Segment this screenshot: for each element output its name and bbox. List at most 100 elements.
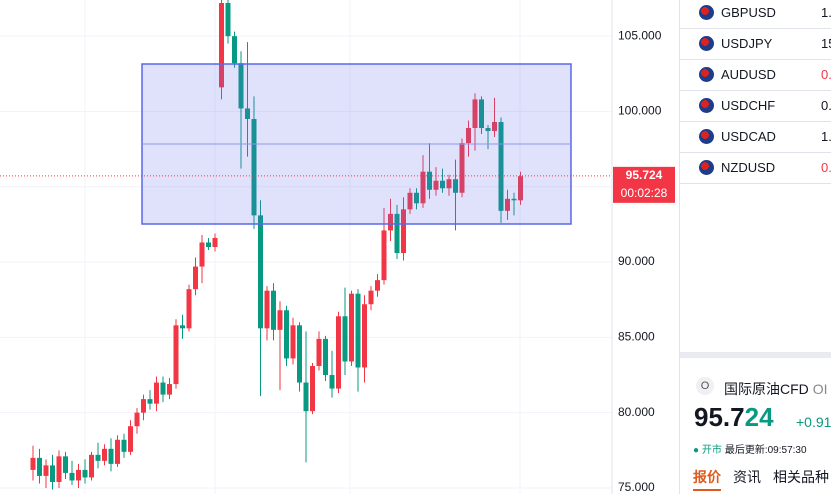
candle-body bbox=[407, 192, 413, 210]
flag-icon bbox=[699, 5, 714, 20]
candle-body bbox=[154, 382, 159, 404]
price-main: 95.7 bbox=[694, 402, 745, 432]
candle-body bbox=[167, 384, 172, 395]
candle-body bbox=[388, 213, 393, 231]
candles bbox=[30, 0, 523, 490]
candle-body bbox=[440, 180, 445, 189]
candle-body bbox=[427, 171, 432, 190]
last-price-box bbox=[613, 166, 675, 203]
watchlist-row[interactable]: NZDUSD 0. bbox=[680, 152, 831, 184]
candle-body bbox=[108, 448, 114, 464]
flag-icon bbox=[699, 98, 714, 113]
y-tick-label: 80.000 bbox=[618, 405, 655, 419]
y-tick-label: 85.000 bbox=[618, 330, 655, 344]
candle-body bbox=[37, 457, 42, 476]
flag-icon bbox=[699, 36, 714, 51]
candle-body bbox=[505, 198, 510, 211]
candle-body bbox=[121, 439, 127, 452]
candle-body bbox=[271, 290, 276, 330]
candle-body bbox=[492, 121, 497, 132]
candle-body bbox=[76, 469, 81, 481]
candle-body bbox=[141, 399, 146, 413]
symbol: AUDUSD bbox=[721, 67, 776, 82]
quote-name-text: 国际原油CFD bbox=[724, 381, 809, 397]
candle-body bbox=[290, 325, 296, 359]
price: 0. bbox=[821, 160, 831, 175]
candle-body bbox=[323, 338, 328, 376]
candle-body bbox=[349, 293, 354, 362]
candle-body bbox=[180, 325, 185, 329]
candle-body bbox=[128, 426, 133, 452]
y-tick-label: 75.000 bbox=[618, 480, 655, 494]
watchlist-row[interactable]: USDCHF 0. bbox=[680, 90, 831, 122]
symbol: USDCAD bbox=[721, 129, 776, 144]
price: 0. bbox=[821, 98, 831, 113]
candle-body bbox=[232, 36, 237, 64]
candle-body bbox=[264, 290, 270, 329]
watchlist-row[interactable]: USDJPY 15 bbox=[680, 28, 831, 60]
candle-body bbox=[95, 454, 101, 461]
flag-icon bbox=[699, 67, 714, 82]
candle-body bbox=[420, 171, 426, 204]
candle-body bbox=[258, 215, 263, 329]
candle-body bbox=[173, 325, 179, 385]
candle-body bbox=[518, 176, 523, 201]
candle-body bbox=[401, 209, 406, 254]
candle-body bbox=[56, 456, 62, 482]
candle-body bbox=[219, 3, 224, 88]
candle-body bbox=[466, 128, 471, 144]
candle-body bbox=[479, 99, 484, 129]
candle-body bbox=[368, 290, 374, 305]
candle-body bbox=[43, 465, 49, 476]
candle-body bbox=[375, 280, 380, 291]
candle-body bbox=[381, 230, 387, 281]
chart: 75.00080.00085.00090.00095.000100.000105… bbox=[0, 0, 675, 494]
quote-tabs: 报价 资讯 相关品种 bbox=[693, 467, 831, 491]
candle-body bbox=[245, 108, 250, 119]
quote-icon: O bbox=[696, 377, 714, 395]
candle-body bbox=[472, 99, 478, 129]
candle-body bbox=[394, 213, 400, 254]
candle-body bbox=[30, 457, 36, 470]
tab[interactable]: 报价 bbox=[693, 469, 721, 491]
candle-body bbox=[89, 454, 94, 478]
price-axis: 75.00080.00085.00090.00095.000100.000105… bbox=[618, 28, 662, 494]
candle-body bbox=[303, 382, 309, 412]
range-box[interactable] bbox=[141, 63, 572, 225]
last-updated: 最后更新:09:57:30 bbox=[724, 445, 807, 456]
tab[interactable]: 资讯 bbox=[733, 469, 761, 485]
panel-divider bbox=[680, 352, 831, 358]
candle-body bbox=[297, 325, 302, 383]
candle-body bbox=[206, 242, 211, 247]
candle-body bbox=[50, 465, 55, 482]
flag-icon bbox=[699, 160, 714, 175]
candle-body bbox=[160, 382, 166, 395]
price: 0. bbox=[821, 67, 831, 82]
last-price-label: 95.724 bbox=[626, 168, 663, 182]
symbol: NZDUSD bbox=[721, 160, 776, 175]
candle-body bbox=[310, 365, 315, 412]
watchlist-row[interactable]: AUDUSD 0. bbox=[680, 59, 831, 91]
symbol: USDCHF bbox=[721, 98, 776, 113]
candle-body bbox=[342, 316, 348, 362]
candle-body bbox=[453, 179, 458, 193]
watchlist-row[interactable]: GBPUSD 1. bbox=[680, 0, 831, 29]
candle-body bbox=[433, 180, 439, 190]
symbol: GBPUSD bbox=[721, 5, 776, 20]
candle-body bbox=[459, 143, 465, 193]
side-panel: GBPUSD 1. USDJPY 15 AUDUSD 0. USDCHF 0. USDCAD 1.… bbox=[679, 0, 831, 494]
candle-body bbox=[193, 266, 198, 290]
candle-body bbox=[199, 242, 205, 267]
candle-body bbox=[186, 289, 192, 329]
market-status: ● 开市 bbox=[693, 445, 722, 456]
tab[interactable]: 相关品种 bbox=[773, 469, 829, 485]
y-tick-label: 100.000 bbox=[618, 104, 662, 118]
watchlist-row[interactable]: USDCAD 1. bbox=[680, 121, 831, 153]
candle-body bbox=[414, 192, 419, 204]
candle-body bbox=[355, 293, 361, 368]
candle-body bbox=[251, 118, 257, 216]
price: 1. bbox=[821, 129, 831, 144]
candle-body bbox=[102, 448, 107, 461]
candle-body bbox=[147, 399, 153, 404]
quote-status: ● 开市 最后更新:09:57:30 bbox=[693, 441, 807, 456]
